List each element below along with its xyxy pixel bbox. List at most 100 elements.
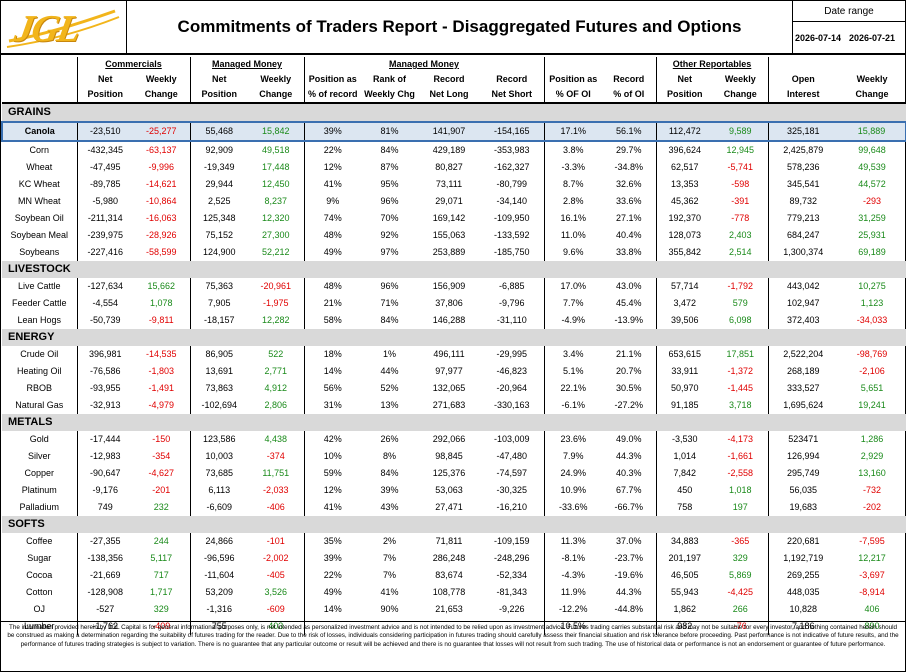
data-cell: 7% (383, 553, 397, 563)
data-cell: -32,913 (76, 397, 133, 414)
commodity-row[interactable]: Copper -90,647 -4,627 73,685 11,751 59% 84% 125… (2, 465, 906, 482)
commodity-row[interactable]: Canola -23,510 -25,277 55,468 15,842 39% 81% 14… (1, 121, 906, 142)
data-cell: 19,241 (858, 400, 886, 410)
commodity-row[interactable]: Lumber -1,762 -409 755 403 10.5% 982 -76 7,186 89… (2, 618, 906, 635)
data-cell: 406 (864, 604, 880, 614)
commodity-name: Silver (27, 451, 51, 461)
col-head: Change (248, 87, 305, 104)
data-cell: 684,247 (767, 227, 839, 244)
data-cell: 1,717 (149, 587, 173, 597)
col-head: Position (189, 87, 248, 104)
data-cell: 717 (153, 570, 169, 580)
data-cell: 17.0% (543, 278, 603, 295)
data-cell: -330,163 (494, 400, 530, 410)
data-cell: 17,448 (261, 162, 290, 172)
commodity-row[interactable]: Crude Oil 396,981 -14,535 86,905 522 18% 1% 496… (2, 346, 906, 363)
data-cell: -138,356 (76, 550, 133, 567)
data-cell: 333,527 (767, 380, 839, 397)
data-cell: 43% (380, 502, 399, 512)
commodity-row[interactable]: Lean Hogs -50,739 -9,811 -18,157 12,282 58% 84… (2, 312, 906, 329)
data-cell: 69,189 (858, 247, 886, 257)
data-cell: 43.0% (616, 281, 642, 291)
data-cell: 57,714 (655, 278, 714, 295)
data-cell: 44.3% (616, 587, 642, 597)
header-row-1: Net Weekly Net Weekly Position as Rank o… (2, 72, 906, 87)
commodity-row[interactable]: Live Cattle -127,634 15,662 75,363 -20,961 48… (2, 278, 906, 295)
data-cell: -1,792 (727, 281, 754, 291)
col-head: Change (133, 87, 190, 104)
section-header: SOFTS (2, 516, 906, 533)
data-cell: -34.8% (614, 162, 644, 172)
commodity-row[interactable]: Natural Gas -32,913 -4,979 -102,694 2,806 31%… (2, 397, 906, 414)
commodity-row[interactable]: Sugar -138,356 5,117 -96,596 -2,002 39% 7% 286,… (2, 550, 906, 567)
commodity-row[interactable]: Corn -432,345 -63,137 92,909 49,518 22% 84% 429… (2, 141, 906, 159)
commodity-row[interactable]: KC Wheat -89,785 -14,621 29,944 12,450 41% 95%… (2, 176, 906, 193)
commodity-name: Feeder Cattle (11, 298, 67, 308)
commodity-row[interactable]: MN Wheat -5,980 -10,864 2,525 8,237 9% 96% 29,0… (2, 193, 906, 210)
col-head: Net (189, 72, 248, 87)
commodity-row[interactable]: Cotton -128,908 1,717 53,209 3,526 49% 41% 108,… (2, 584, 906, 601)
data-cell: -4,425 (727, 587, 754, 597)
data-cell: 44,572 (858, 179, 886, 189)
commodity-row[interactable]: Soybean Meal -239,975 -28,926 75,152 27,300 4… (2, 227, 906, 244)
commodity-row[interactable]: Feeder Cattle -4,554 1,078 7,905 -1,975 21% 71… (2, 295, 906, 312)
data-cell: 124,900 (189, 244, 248, 261)
data-cell: 890 (864, 621, 880, 631)
commodity-row[interactable]: Cocoa -21,669 717 -11,604 -405 22% 7% 83,674 -52… (2, 567, 906, 584)
section-title: ENERGY (2, 329, 906, 346)
data-cell: -109,159 (494, 536, 530, 546)
logo-swoosh-icon (6, 9, 120, 48)
col-head: Interest (767, 87, 839, 104)
data-cell: 5.1% (543, 363, 603, 380)
data-cell: -405 (266, 570, 285, 580)
col-head: Position (76, 87, 133, 104)
data-cell: -778 (731, 213, 750, 223)
commodity-row[interactable]: Heating Oil -76,586 -1,803 13,691 2,771 14% 44… (2, 363, 906, 380)
data-cell: 2,425,879 (767, 141, 839, 159)
data-cell: -74,597 (496, 468, 528, 478)
data-cell: -9,176 (76, 482, 133, 499)
commodity-row[interactable]: Wheat -47,495 -9,996 -19,349 17,448 12% 87% 80,… (2, 159, 906, 176)
data-cell: -76,586 (76, 363, 133, 380)
commodity-row[interactable]: OJ -527 329 -1,316 -609 14% 90% 21,653 -9,226 -12… (2, 601, 906, 618)
commodity-row[interactable]: Gold -17,444 -150 123,586 4,438 42% 26% 292,066… (2, 431, 906, 448)
data-cell: 16.1% (543, 210, 603, 227)
commodity-row[interactable]: Platinum -9,176 -201 6,113 -2,033 12% 39% 53,06… (2, 482, 906, 499)
data-cell: -17,444 (76, 431, 133, 448)
commodity-row[interactable]: Palladium 749 232 -6,609 -406 41% 43% 27,471 -16… (2, 499, 906, 516)
commodity-row[interactable]: Silver -12,983 -354 10,003 -374 10% 8% 98,845 -4… (2, 448, 906, 465)
commodity-name: Sugar (27, 553, 52, 563)
data-cell: 46,505 (655, 567, 714, 584)
data-cell: 1,018 (729, 485, 752, 495)
data-cell: -1,491 (148, 383, 175, 393)
commodity-name: Natural Gas (15, 400, 64, 410)
data-cell: 75,152 (189, 227, 248, 244)
commodity-row[interactable]: Soybeans -227,416 -58,599 124,900 52,212 49% 9… (2, 244, 906, 261)
data-cell: -365 (731, 536, 750, 546)
data-cell: -5,980 (76, 193, 133, 210)
col-head: % of OI (602, 87, 657, 104)
data-cell: -1,762 (76, 618, 133, 635)
date-range-end: 2026-07-21 (849, 33, 896, 43)
data-cell: 58% (303, 312, 362, 329)
data-cell: -19.6% (614, 570, 644, 580)
data-cell: 271,683 (432, 400, 466, 410)
data-cell: 578,236 (767, 159, 839, 176)
data-cell: 3.8% (543, 141, 603, 159)
data-cell: -10,864 (145, 196, 177, 206)
data-cell: 73,111 (435, 179, 463, 189)
data-cell: -1,661 (727, 451, 754, 461)
commodity-row[interactable]: RBOB -93,955 -1,491 73,863 4,912 56% 52% 132,06… (2, 380, 906, 397)
group-other-reportables: Other Reportables (672, 59, 752, 69)
data-cell: 108,778 (432, 587, 466, 597)
data-cell: 95% (380, 179, 399, 189)
data-cell: 22.1% (543, 380, 603, 397)
data-cell: 244 (153, 536, 169, 546)
col-head: Position (655, 87, 714, 104)
data-cell: -3.3% (543, 159, 603, 176)
commodity-row[interactable]: Soybean Oil -211,314 -16,063 125,348 12,320 7… (2, 210, 906, 227)
data-cell: -31,110 (496, 315, 527, 325)
commodity-row[interactable]: Coffee -27,355 244 24,866 -101 35% 2% 71,811 -10… (2, 533, 906, 550)
data-cell: -21,669 (76, 567, 133, 584)
data-cell: -4,979 (148, 400, 175, 410)
